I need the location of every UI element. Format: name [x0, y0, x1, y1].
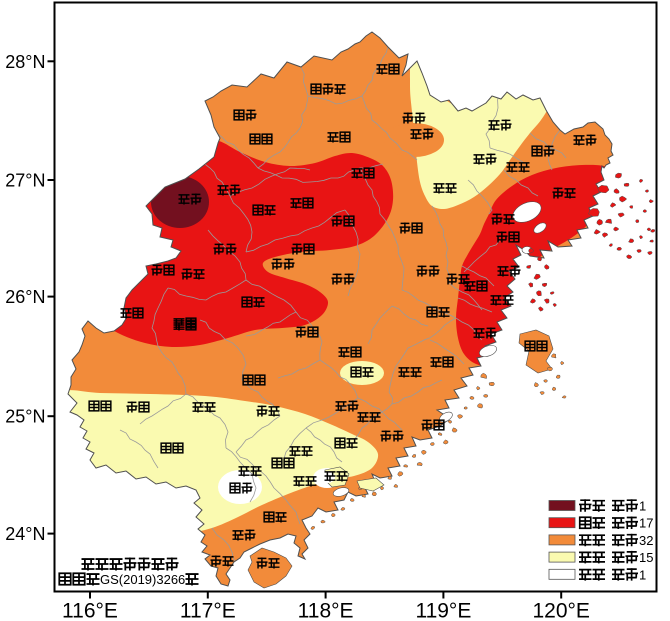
svg-text:15: 15	[639, 550, 653, 565]
svg-text:1: 1	[639, 567, 646, 582]
svg-text:120°E: 120°E	[532, 600, 589, 621]
svg-text:24°N: 24°N	[5, 524, 45, 544]
svg-text:26°N: 26°N	[5, 287, 45, 307]
svg-text:119°E: 119°E	[415, 600, 471, 621]
svg-text:1: 1	[639, 499, 646, 514]
svg-text:25°N: 25°N	[5, 407, 45, 427]
svg-text:17: 17	[639, 516, 653, 531]
svg-text:116°E: 116°E	[62, 600, 118, 621]
svg-text:118°E: 118°E	[298, 600, 354, 621]
svg-text:32: 32	[639, 533, 653, 548]
svg-text:117°E: 117°E	[180, 600, 236, 621]
svg-text:28°N: 28°N	[5, 52, 45, 72]
svg-text:GS(2019)3266: GS(2019)3266	[100, 572, 185, 587]
svg-text:27°N: 27°N	[5, 171, 45, 191]
